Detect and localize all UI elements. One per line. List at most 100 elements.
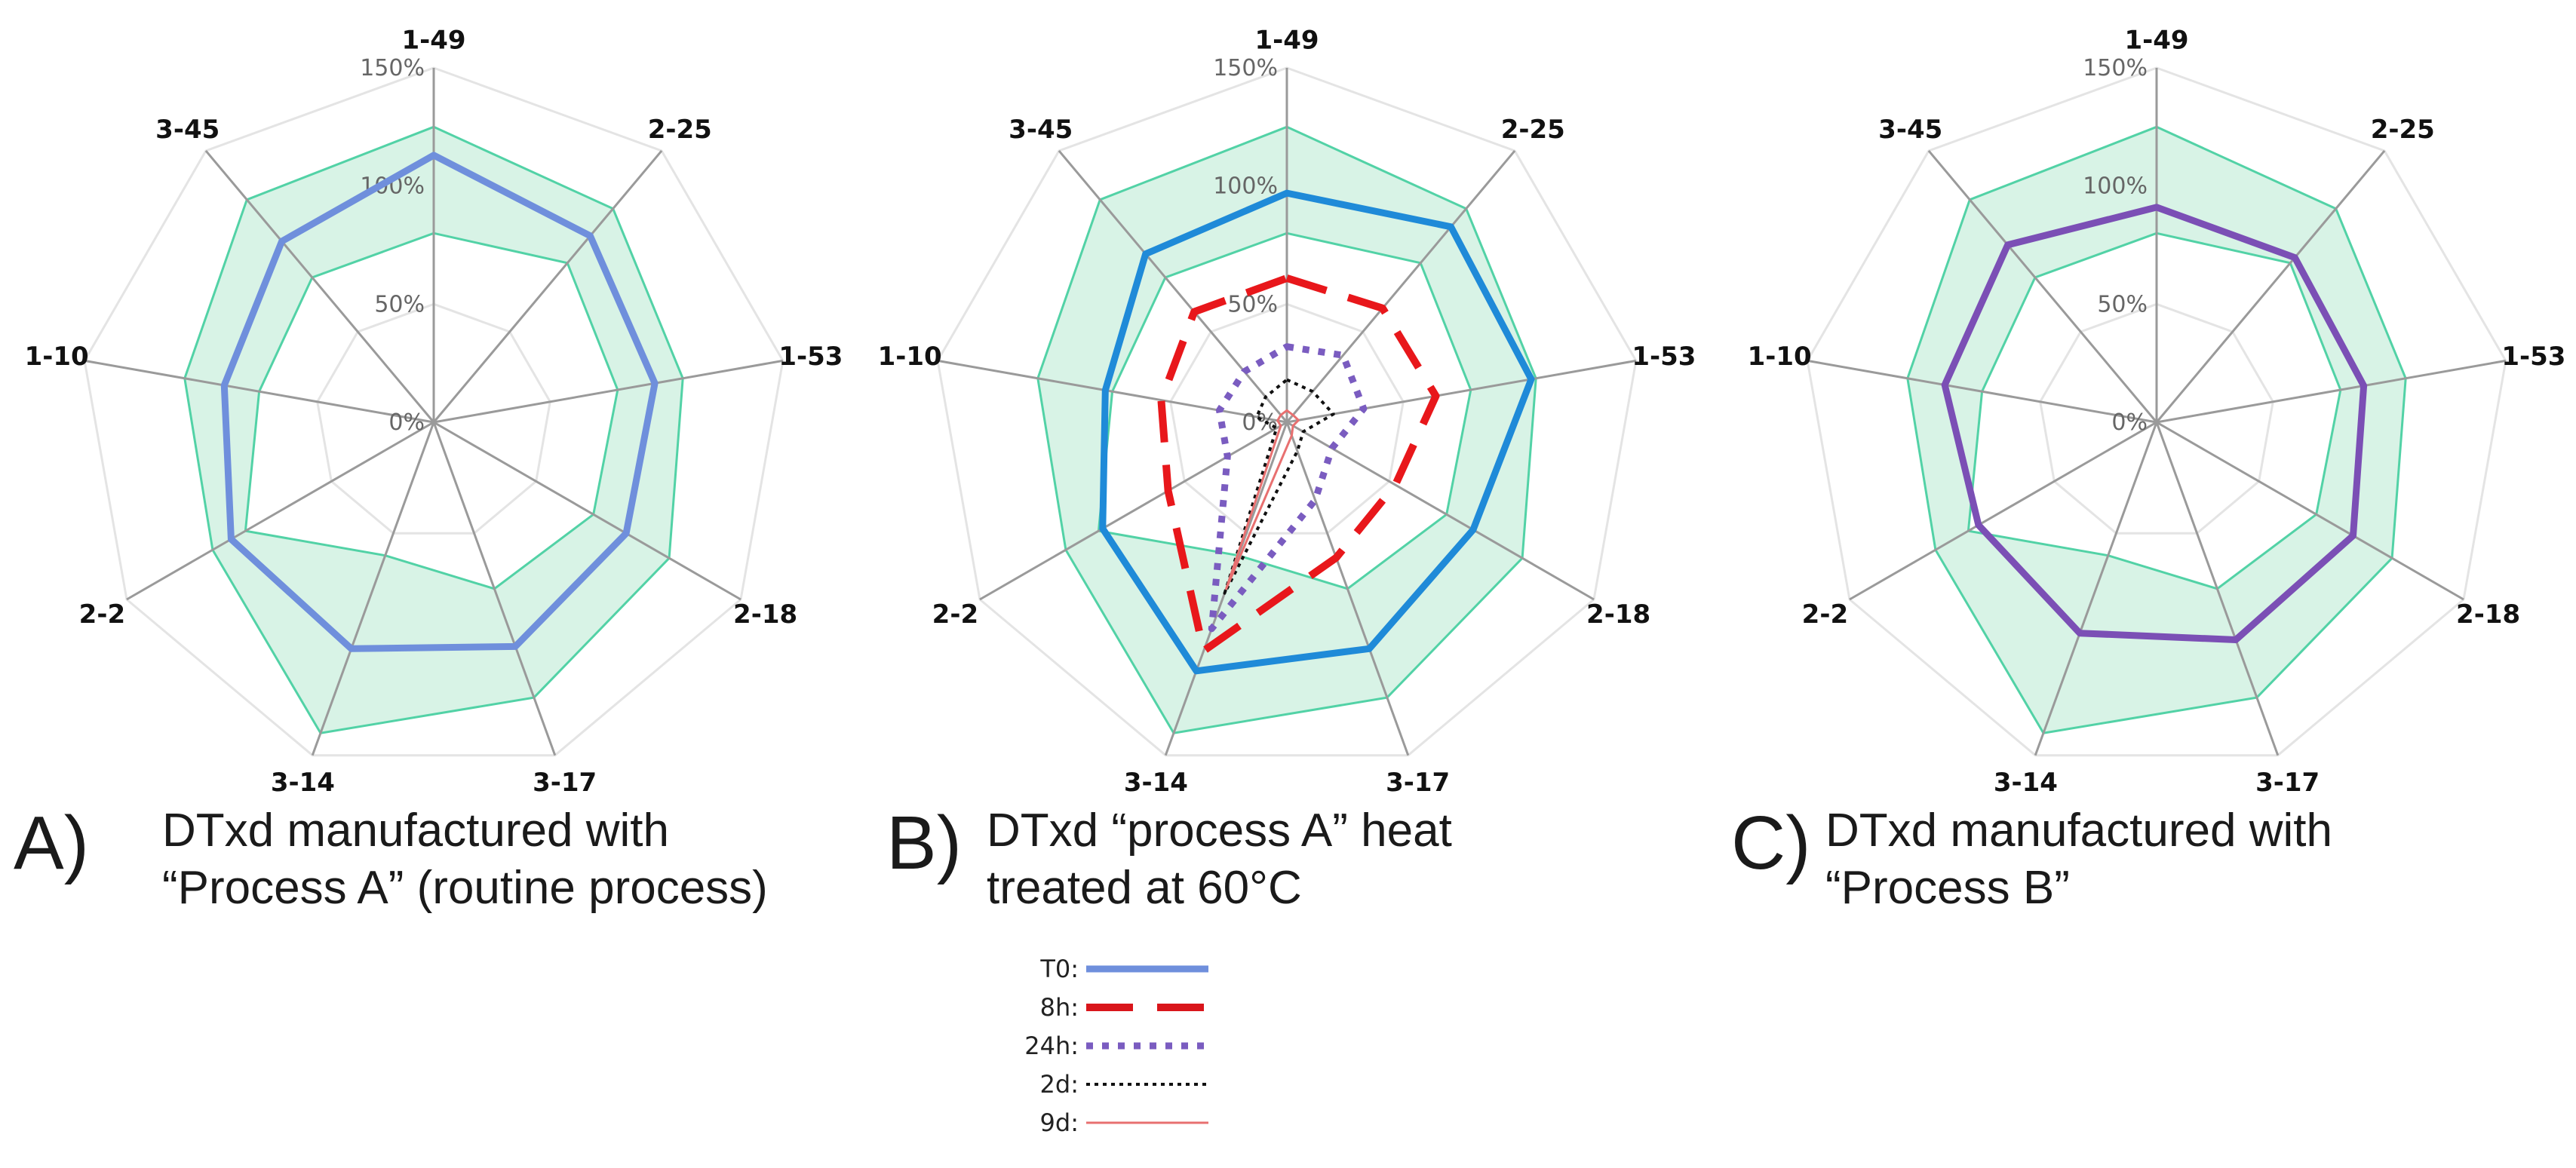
grid-ring (936, 66, 1638, 757)
series-2d (1223, 378, 1335, 595)
tick-label: 100% (2083, 173, 2148, 200)
axis-spoke (1286, 421, 1595, 601)
radar-chart-c: 1-49 2-25 1-53 2-18 3-17 3-14 2-2 1-10 3-45 0% 50%… (1748, 25, 2566, 798)
legend-label: 2d: (1040, 1070, 1079, 1099)
axis-spoke (2155, 149, 2386, 423)
axis-label: 2-25 (2371, 115, 2435, 145)
axis-label: 2-2 (1802, 599, 1848, 630)
axis-label: 2-18 (733, 599, 797, 630)
tick-label: 100% (1213, 173, 1278, 200)
series-t0 (1099, 189, 1535, 675)
tick-label: 150% (360, 55, 425, 81)
axis-label: 3-14 (271, 768, 335, 798)
series-24h (1208, 343, 1368, 633)
legend-label: 9d: (1040, 1108, 1079, 1137)
axis-spoke (2156, 421, 2464, 601)
series-8h (1157, 274, 1440, 655)
axis-label: 1-53 (1632, 342, 1696, 372)
caption-c-line2: “Process B” (1825, 862, 2070, 914)
series-t0 (220, 152, 659, 652)
axis-spoke (1849, 421, 2157, 601)
grid-ring (1169, 302, 1405, 535)
band-upper-limit (183, 125, 684, 734)
axis-label: 3-17 (2255, 768, 2320, 798)
tick-label: 0% (388, 409, 425, 436)
axis-label: 2-25 (648, 115, 712, 145)
axis-label: 3-45 (1009, 115, 1073, 145)
grid-ring (2039, 302, 2274, 535)
tick-label: 50% (374, 291, 425, 317)
caption-b-line1: DTxd “process A” heat (987, 805, 1452, 857)
legend-label: 24h: (1024, 1032, 1079, 1060)
axis-spoke (84, 359, 434, 424)
tick-label: 50% (1227, 291, 1278, 317)
axis-label: 2-2 (79, 599, 125, 630)
acceptance-band (184, 127, 683, 734)
tick-label: 0% (2111, 409, 2148, 436)
axis-spoke (937, 359, 1288, 424)
axis-spoke (126, 421, 434, 601)
axis-label: 1-10 (878, 342, 942, 372)
series-t0 (1941, 204, 2368, 643)
band-lower-limit (1967, 231, 2342, 590)
axis-label: 3-17 (1386, 768, 1450, 798)
legend-label: 8h: (1040, 993, 1079, 1022)
axis-label: 2-18 (1586, 599, 1650, 630)
band-upper-limit (1036, 125, 1537, 734)
axis-spoke (2155, 422, 2280, 756)
axis-label: 1-10 (25, 342, 89, 372)
axis-spoke (1807, 359, 2157, 424)
axis-spoke (2156, 359, 2507, 424)
caption-a-line1: DTxd manufactured with (162, 805, 669, 857)
axis-label: 3-45 (1878, 115, 1942, 145)
axis-label: 3-45 (155, 115, 220, 145)
band-upper-limit (1906, 125, 2407, 734)
axis-label: 1-53 (2501, 342, 2565, 372)
panel-letter-a: A) (14, 801, 89, 885)
series-9d (1225, 409, 1300, 590)
caption-b-line2: treated at 60°C (987, 862, 1302, 914)
axis-spoke (1285, 422, 1410, 756)
radar-chart-a: 1-49 2-25 1-53 2-18 3-17 3-14 2-2 1-10 3-45 0% 50%… (25, 25, 843, 798)
axis-label: 2-2 (932, 599, 978, 630)
axis-spoke (432, 149, 663, 423)
axis-label: 2-18 (2456, 599, 2520, 630)
axis-label: 2-25 (1501, 115, 1565, 145)
axis-spoke (311, 422, 435, 756)
tick-label: 0% (1242, 409, 1278, 436)
caption-c-line1: DTxd manufactured with (1825, 805, 2332, 857)
axis-label: 3-17 (533, 768, 597, 798)
tick-label: 150% (2083, 55, 2148, 81)
axis-spoke (432, 422, 557, 756)
tick-label: 50% (2097, 291, 2148, 317)
grid-ring (83, 66, 784, 757)
axis-spoke (433, 421, 741, 601)
legend: T0: 8h: 24h: 2d: 9d: (1024, 955, 1208, 1137)
panel-letter-b: B) (886, 801, 962, 885)
band-lower-limit (1097, 231, 1472, 590)
panel-letter-c: C) (1731, 801, 1811, 885)
axis-label: 3-14 (1124, 768, 1188, 798)
axis-label: 1-49 (1254, 25, 1319, 55)
axis-spoke (1285, 149, 1516, 423)
radar-chart-b: 1-49 2-25 1-53 2-18 3-17 3-14 2-2 1-10 3-45 0% 50%… (878, 25, 1696, 798)
grid-ring (1806, 66, 2507, 757)
axis-spoke (979, 421, 1288, 601)
axis-label: 1-53 (778, 342, 843, 372)
axis-label: 3-14 (1994, 768, 2058, 798)
axis-label: 1-49 (401, 25, 465, 55)
band-lower-limit (244, 231, 619, 590)
axis-spoke (433, 359, 784, 424)
legend-label: T0: (1039, 955, 1079, 983)
axis-spoke (1058, 149, 1288, 423)
axis-label: 1-10 (1748, 342, 1812, 372)
axis-spoke (1927, 149, 2158, 423)
grid-ring (316, 302, 551, 535)
axis-spoke (2034, 422, 2158, 756)
acceptance-band (1037, 127, 1537, 734)
axis-spoke (1286, 359, 1637, 424)
tick-label: 150% (1213, 55, 1278, 81)
axis-label: 1-49 (2124, 25, 2188, 55)
axis-spoke (204, 149, 435, 423)
